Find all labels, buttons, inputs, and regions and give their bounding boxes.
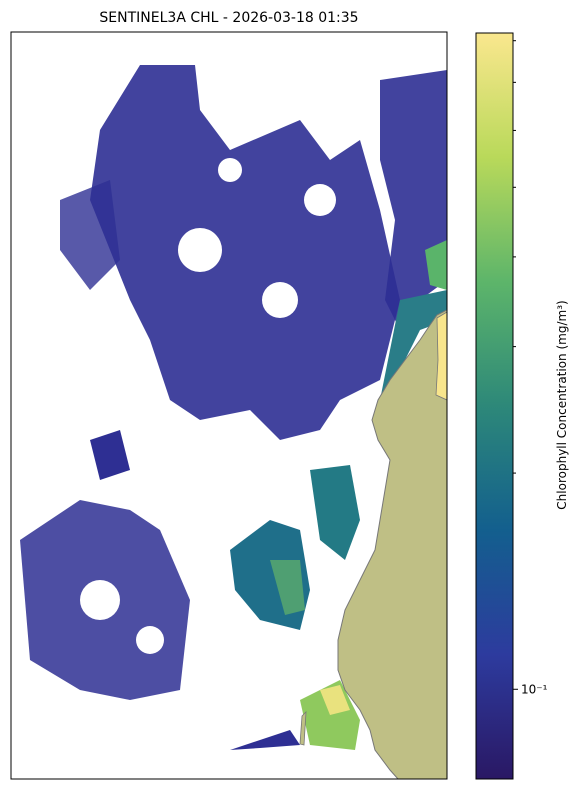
colorbar: 10⁻¹: [475, 32, 548, 780]
colorbar-gradient: [475, 32, 514, 780]
chart-title: SENTINEL3A CHL - 2026-03-18 01:35: [99, 10, 358, 26]
map-image: [11, 32, 447, 779]
colorbar-tick-label: 10⁻¹: [521, 682, 548, 696]
map-frame: [10, 31, 448, 780]
colorbar-label: Chlorophyll Concentration (mg/m³): [555, 300, 569, 509]
